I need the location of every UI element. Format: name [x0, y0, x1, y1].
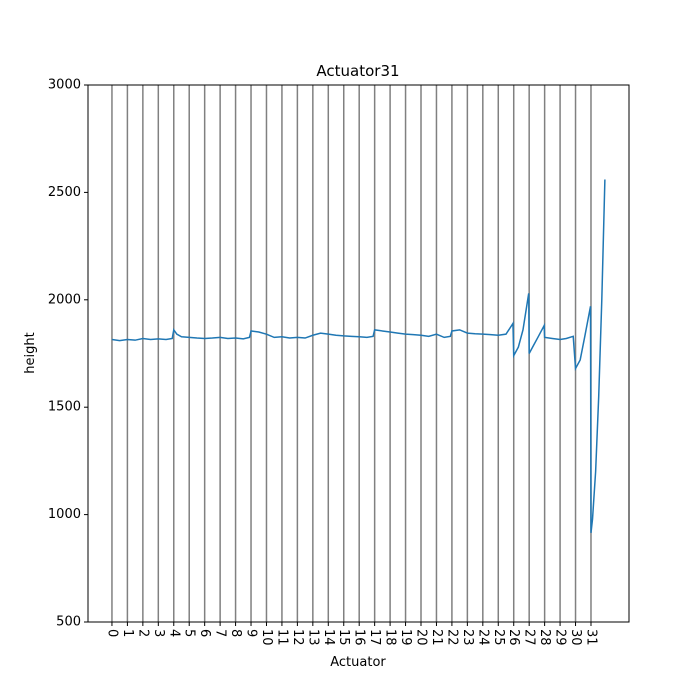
x-tick-label: 12: [290, 629, 305, 646]
x-tick-label: 0: [104, 629, 119, 637]
x-tick-label: 9: [244, 629, 259, 637]
y-tick-label: 3000: [48, 78, 81, 93]
y-tick-label: 1500: [48, 400, 81, 415]
x-tick-label: 4: [166, 629, 181, 637]
x-tick-label: 15: [336, 629, 351, 646]
line: [111, 179, 606, 533]
x-tick-label: 22: [444, 629, 459, 646]
x-tick-label: 30: [568, 629, 583, 646]
y-tick-label: 2500: [48, 185, 81, 200]
x-tick-label: 21: [429, 629, 444, 646]
x-tick-label: 2: [135, 629, 150, 637]
x-tick-label: 7: [213, 629, 228, 637]
x-tick-label: 16: [352, 629, 367, 646]
x-tick-label: 28: [537, 629, 552, 646]
x-tick-label: 5: [182, 629, 197, 637]
y-tick-label: 2000: [48, 292, 81, 307]
x-tick-label: 17: [367, 629, 382, 646]
x-tick-label: 23: [460, 629, 475, 646]
x-tick-label: 11: [274, 629, 289, 646]
x-tick-label: 13: [305, 629, 320, 646]
x-tick-label: 26: [506, 629, 521, 646]
x-tick-label: 8: [228, 629, 243, 637]
x-axis-label: Actuator: [330, 655, 386, 670]
y-tick-label: 500: [56, 615, 81, 630]
x-tick-label: 1: [120, 629, 135, 637]
x-tick-label: 14: [321, 629, 336, 646]
x-tick-label: 19: [398, 629, 413, 646]
x-tick-label: 31: [583, 629, 598, 646]
x-tick-label: 18: [383, 629, 398, 646]
y-tick-label: 1000: [48, 507, 81, 522]
x-tick-label: 3: [151, 629, 166, 637]
x-tick-label: 29: [553, 629, 568, 646]
x-tick-label: 25: [491, 629, 506, 646]
x-tick-label: 20: [414, 629, 429, 646]
y-axis-label: height: [23, 332, 38, 373]
plot-frame: [87, 84, 630, 623]
x-tick-label: 6: [197, 629, 212, 637]
x-tick-label: 27: [522, 629, 537, 646]
x-tick-label: 24: [475, 629, 490, 646]
x-tick-label: 10: [259, 629, 274, 646]
chart-title: Actuator31: [316, 62, 399, 80]
